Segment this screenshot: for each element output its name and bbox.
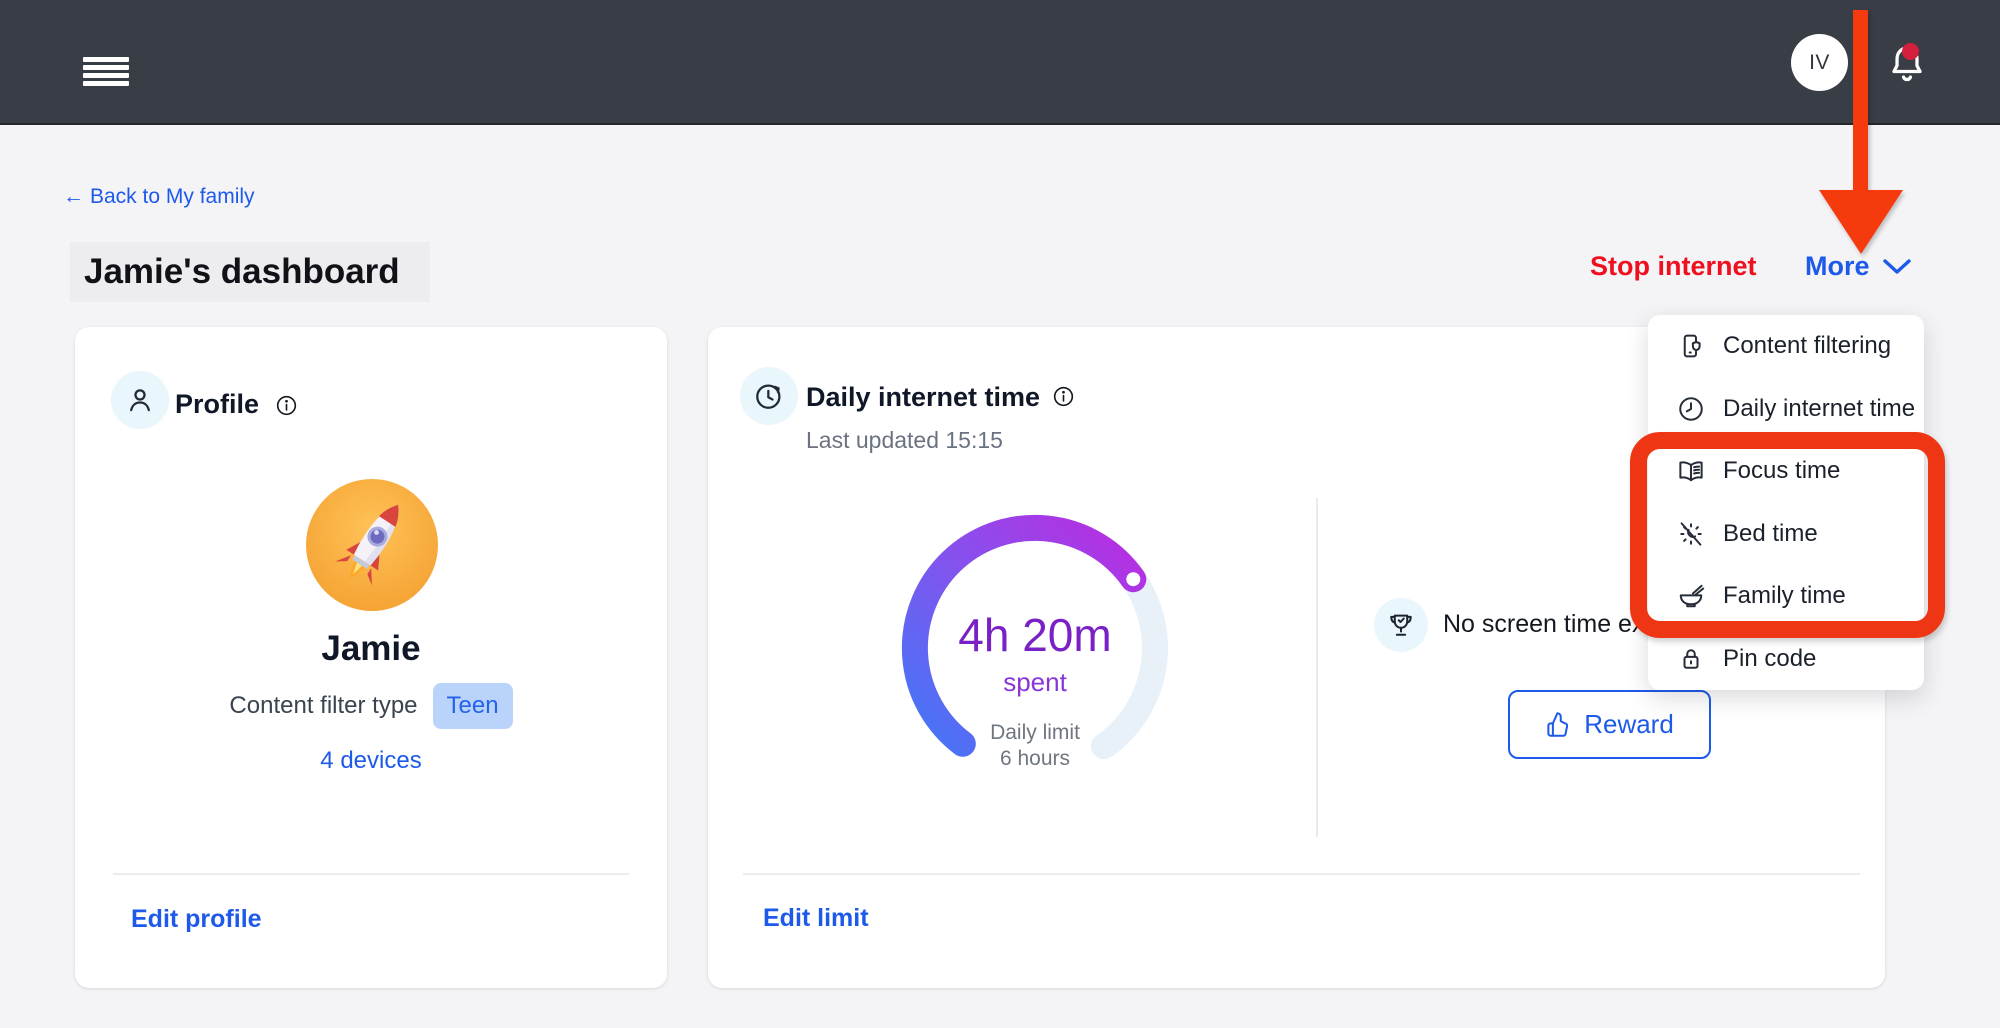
- bowl-icon: [1675, 580, 1707, 612]
- more-label: More: [1805, 251, 1870, 281]
- menu-item-label: Pin code: [1723, 644, 1817, 672]
- thumb-up-icon: [1545, 711, 1572, 738]
- child-name: Jamie: [321, 629, 421, 668]
- menu-item-label: Daily internet time: [1723, 394, 1916, 422]
- back-arrow-icon: ←: [63, 185, 84, 208]
- chevron-down-icon: [1882, 258, 1912, 276]
- clock-icon: [1675, 393, 1707, 425]
- menu-item-label: Focus time: [1723, 457, 1841, 485]
- reward-button-label: Reward: [1584, 709, 1674, 739]
- daily-card-divider: [743, 873, 1860, 875]
- daily-limit-label: Daily limit: [990, 721, 1080, 744]
- clock-history-icon: [740, 367, 798, 425]
- avatar-initials: IV: [1809, 50, 1830, 74]
- back-link-label: Back to My family: [90, 185, 255, 208]
- rocket-avatar[interactable]: [306, 479, 438, 611]
- lock-icon: [1675, 643, 1707, 675]
- back-link[interactable]: ← Back to My family: [63, 185, 255, 209]
- info-icon[interactable]: [275, 394, 298, 417]
- menu-item-content-filtering[interactable]: Content filtering: [1648, 315, 1924, 378]
- menu-item-label: Bed time: [1723, 519, 1818, 547]
- page-title: Jamie's dashboard: [84, 252, 400, 291]
- annotation-highlight-rect: [1630, 432, 1945, 638]
- stop-internet-button[interactable]: Stop internet: [1590, 251, 1757, 281]
- content-filter-badge[interactable]: Teen: [432, 683, 513, 729]
- hamburger-icon[interactable]: [83, 57, 129, 87]
- screen-time-status: No screen time ex: [1443, 610, 1645, 638]
- person-icon: [111, 371, 169, 429]
- menu-item-focus-time[interactable]: Focus time: [1648, 440, 1924, 503]
- menu-item-family-time[interactable]: Family time: [1648, 565, 1924, 628]
- avatar[interactable]: IV: [1791, 34, 1848, 91]
- profile-card-divider: [113, 873, 629, 875]
- menu-item-label: Family time: [1723, 582, 1846, 610]
- menu-item-pin-code[interactable]: Pin code: [1648, 628, 1924, 691]
- time-spent-value: 4h 20m: [958, 609, 1112, 661]
- top-bar: IV: [0, 0, 2000, 125]
- last-updated-text: Last updated 15:15: [806, 427, 1003, 453]
- time-spent-label: spent: [1003, 667, 1067, 697]
- phone-shield-icon: [1675, 330, 1707, 362]
- menu-item-daily-internet-time[interactable]: Daily internet time: [1648, 378, 1924, 441]
- annotation-arrow: [1819, 10, 1903, 256]
- profile-card: Profile: [75, 327, 667, 988]
- reward-button[interactable]: Reward: [1508, 690, 1711, 759]
- profile-card-title: Profile: [175, 389, 260, 419]
- edit-profile-link[interactable]: Edit profile: [131, 905, 262, 933]
- child-name-row: Jamie: [75, 629, 667, 669]
- menu-item-label: Content filtering: [1723, 332, 1892, 360]
- daily-card-title: Daily internet time: [806, 382, 1041, 412]
- daily-limit-value: 6 hours: [999, 747, 1071, 770]
- page-title-highlight: Jamie's dashboard: [70, 242, 430, 302]
- more-button[interactable]: More: [1805, 251, 1912, 282]
- trophy-check-icon: [1374, 598, 1428, 652]
- devices-link[interactable]: 4 devices: [320, 747, 422, 774]
- menu-item-bed-time[interactable]: Bed time: [1648, 503, 1924, 566]
- sun-slash-icon: [1675, 518, 1707, 550]
- daily-time-gauge: 4h 20m spent Daily limit 6 hours: [885, 498, 1185, 798]
- edit-limit-link[interactable]: Edit limit: [763, 904, 869, 932]
- book-icon: [1675, 455, 1707, 487]
- card-section-divider: [1316, 498, 1318, 837]
- content-filter-row: Content filter type Teen: [75, 683, 667, 729]
- content-filter-label: Content filter type: [229, 692, 418, 719]
- devices-row: 4 devices: [75, 747, 667, 775]
- notification-badge: [1902, 43, 1919, 60]
- info-icon[interactable]: [1052, 385, 1075, 408]
